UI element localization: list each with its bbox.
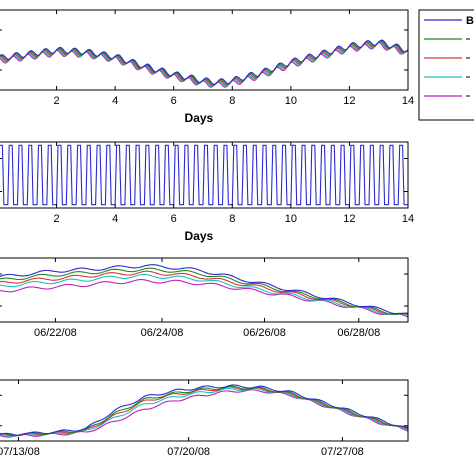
- x-axis-label: Days: [185, 111, 214, 125]
- axes-frame: [0, 379, 409, 442]
- axes-frame: [0, 141, 409, 209]
- x-tick-label: 6: [171, 213, 177, 225]
- x-axis-label: Days: [185, 229, 214, 243]
- x-tick-label: 14: [402, 213, 414, 225]
- x-tick-label: 8: [229, 95, 235, 107]
- x-tick-label: 14: [402, 95, 414, 107]
- x-tick-label: 8: [229, 213, 235, 225]
- x-tick-label: 07/20/08: [167, 446, 210, 458]
- x-tick-label: 12: [343, 213, 355, 225]
- series-line-4: [0, 273, 409, 317]
- series-line-1: [0, 39, 409, 85]
- series-line-5: [0, 279, 409, 318]
- x-tick-label: 06/26/08: [243, 327, 286, 339]
- axes-frame: [0, 257, 409, 323]
- subplot-1: 2 4 6 8 10 12 14 Days B: [0, 9, 474, 125]
- subplot-2: 2 4 6 8 10 12 14 Days: [0, 141, 414, 243]
- legend-box: [418, 9, 474, 121]
- series-line-1: [0, 144, 408, 206]
- x-tick-label: 2: [54, 95, 60, 107]
- subplot-3: 06/22/08 06/24/08 06/26/08 06/28/08: [0, 257, 409, 339]
- series-line-2: [0, 267, 409, 315]
- x-tick-label: 4: [112, 95, 118, 107]
- x-tick-label: 6: [171, 95, 177, 107]
- x-tick-label: 06/28/08: [337, 327, 380, 339]
- series-line-3: [0, 270, 409, 315]
- axes-frame: [0, 9, 409, 91]
- x-tick-label: 4: [112, 213, 118, 225]
- x-tick-label: 2: [54, 213, 60, 225]
- x-tick-label: 06/24/08: [141, 327, 184, 339]
- x-tick-label: 06/22/08: [34, 327, 77, 339]
- x-tick-label: 10: [285, 95, 297, 107]
- series-line-5: [0, 389, 409, 438]
- legend-entry-1: B: [466, 15, 474, 27]
- series-line-1: [0, 384, 409, 436]
- subplot-4: 07/13/08 07/20/08 07/27/08: [0, 379, 409, 458]
- x-tick-label: 12: [343, 95, 355, 107]
- x-tick-label: 07/27/08: [321, 446, 364, 458]
- legend: B: [418, 9, 474, 121]
- series-line-1: [0, 264, 408, 315]
- x-tick-label: 07/13/08: [0, 446, 40, 458]
- x-tick-label: 10: [285, 213, 297, 225]
